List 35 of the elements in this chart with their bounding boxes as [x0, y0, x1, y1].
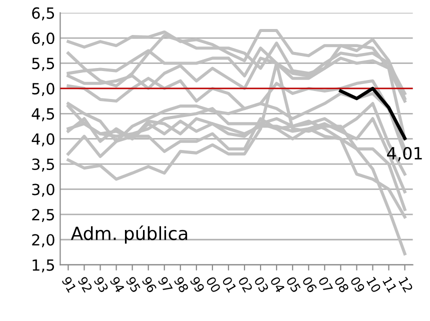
x-tick-label: 93: [94, 276, 109, 293]
x-tick-label: 10: [366, 276, 382, 294]
x-tick-label: 09: [350, 276, 366, 294]
y-tick-label: 4,0: [32, 133, 54, 146]
data-label: 4,01: [387, 146, 422, 162]
x-tick-label: 96: [142, 276, 157, 294]
y-tick-label: 2,0: [32, 234, 54, 248]
y-tick-label: 6,5: [32, 7, 54, 20]
y-tick-label: 6,0: [32, 32, 54, 46]
y-tick-label: 5,5: [32, 58, 54, 71]
x-tick-label: 01: [222, 276, 237, 293]
x-tick-label: 97: [158, 276, 173, 293]
x-tick-label: 08: [334, 276, 350, 294]
x-tick-label: 00: [206, 276, 222, 294]
x-tick-label: 92: [78, 276, 93, 293]
x-tick-label: 98: [174, 276, 189, 294]
x-tick-label: 12: [398, 276, 414, 293]
y-tick-label: 4,5: [32, 108, 54, 122]
x-tick-label: 11: [382, 276, 398, 293]
x-tick-label: 04: [270, 276, 286, 294]
annotation: Adm. pública: [70, 225, 188, 244]
x-tick-label: 05: [286, 276, 302, 293]
x-tick-label: 02: [238, 276, 253, 293]
x-tick-label: 91: [61, 276, 77, 293]
y-tick-label: 5,0: [32, 82, 54, 96]
x-tick-label: 95: [126, 276, 141, 293]
y-tick-label: 3,5: [32, 158, 54, 172]
x-tick-label: 99: [190, 276, 206, 294]
x-tick-label: 06: [302, 276, 318, 294]
y-tick-label: 1,5: [32, 259, 54, 272]
x-tick-label: 03: [254, 276, 270, 293]
y-tick-label: 3,0: [32, 184, 54, 197]
x-tick-label: 07: [318, 276, 334, 293]
x-tick-label: 94: [110, 276, 125, 294]
y-tick-label: 2,5: [32, 208, 54, 222]
